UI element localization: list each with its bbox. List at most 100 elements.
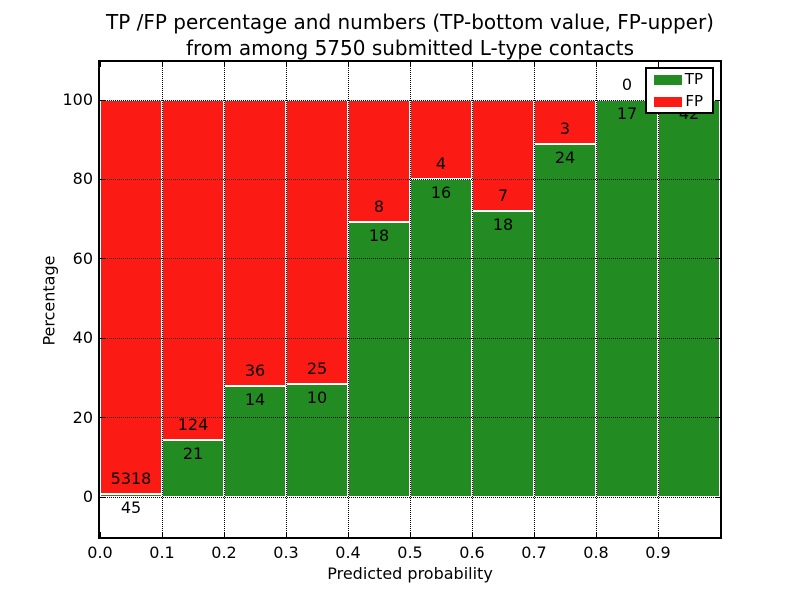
y-tick-label: 60 <box>72 248 93 268</box>
y-tick-label: 20 <box>72 407 93 427</box>
y-tick-mark <box>100 417 105 419</box>
bar-segment-tp <box>348 222 410 497</box>
x-tick-mark <box>99 532 101 537</box>
x-tick-mark <box>409 532 411 537</box>
x-tick-mark <box>471 532 473 537</box>
bar-segment-fp <box>534 100 596 145</box>
legend-row-fp: FP <box>654 94 705 109</box>
v-gridline <box>347 62 349 537</box>
bar-segment-fp <box>472 100 534 212</box>
x-tick-label: 0.0 <box>87 543 113 562</box>
x-tick-label: 0.3 <box>273 543 299 562</box>
legend-swatch-tp-icon <box>654 74 682 85</box>
x-tick-label: 0.9 <box>645 543 671 562</box>
x-tick-mark <box>657 532 659 537</box>
tp-count-label: 14 <box>244 389 266 409</box>
y-tick-mark <box>100 337 105 339</box>
x-tick-mark <box>223 62 225 67</box>
y-tick-mark <box>100 99 105 101</box>
plot-area: TP FP 5318 45 124 21 36 14 25 10 8 18 4 16 7 18 3 24 0 17… <box>98 60 722 539</box>
x-tick-mark <box>533 62 535 67</box>
x-tick-mark <box>285 62 287 67</box>
legend-swatch-fp-icon <box>654 96 682 107</box>
x-tick-mark <box>595 62 597 67</box>
bar-segment-tp <box>472 211 534 497</box>
tp-count-label: 17 <box>616 104 638 123</box>
y-tick-mark <box>715 258 720 260</box>
fp-count-label: 124 <box>177 414 209 434</box>
bar-segment-fp <box>162 100 224 440</box>
y-tick-label: 100 <box>62 90 93 109</box>
v-gridline <box>533 62 535 537</box>
bar-segment-fp <box>286 100 348 384</box>
y-tick-mark <box>100 258 105 260</box>
x-tick-label: 0.8 <box>583 543 609 562</box>
fp-count-label: 7 <box>497 186 509 206</box>
x-tick-mark <box>223 532 225 537</box>
fp-count-label: 25 <box>306 358 328 378</box>
y-tick-mark <box>715 496 720 498</box>
bar-segment-tp <box>596 100 658 497</box>
v-gridline <box>409 62 411 537</box>
y-tick-mark <box>715 337 720 339</box>
tp-count-label: 18 <box>492 215 514 235</box>
v-gridline <box>161 62 163 537</box>
fp-count-label: 0 <box>621 75 633 94</box>
x-tick-mark <box>161 532 163 537</box>
x-tick-label: 0.7 <box>521 543 547 562</box>
x-tick-mark <box>409 62 411 67</box>
fp-count-label: 3 <box>559 119 571 139</box>
y-tick-mark <box>100 178 105 180</box>
y-tick-mark <box>100 496 105 498</box>
fp-count-label: 4 <box>435 154 447 174</box>
chart-title-line2: from among 5750 submitted L-type contact… <box>185 36 635 60</box>
x-tick-mark <box>471 62 473 67</box>
tp-count-label: 21 <box>182 443 204 463</box>
x-tick-label: 0.4 <box>335 543 361 562</box>
x-tick-label: 0.6 <box>459 543 485 562</box>
y-tick-mark <box>715 178 720 180</box>
bar-segment-tp <box>658 100 720 497</box>
x-tick-label: 0.2 <box>211 543 237 562</box>
x-tick-mark <box>347 532 349 537</box>
tp-count-label: 45 <box>120 497 142 517</box>
bar-segment-fp <box>100 100 162 494</box>
x-tick-label: 0.5 <box>397 543 423 562</box>
x-tick-mark <box>285 532 287 537</box>
bar-segment-fp <box>410 100 472 180</box>
x-axis-label: Predicted probability <box>327 564 493 583</box>
bar-segment-tp <box>534 144 596 497</box>
y-tick-mark <box>715 417 720 419</box>
bar-segment-tp <box>224 385 286 497</box>
v-gridline <box>657 62 659 537</box>
y-tick-label: 40 <box>72 328 93 348</box>
legend: TP FP <box>645 67 714 114</box>
bar-segment-fp <box>224 100 286 386</box>
tp-count-label: 24 <box>554 148 576 168</box>
v-gridline <box>471 62 473 537</box>
x-tick-mark <box>161 62 163 67</box>
fp-count-label: 8 <box>373 197 385 217</box>
tp-count-label: 16 <box>430 183 452 203</box>
v-gridline <box>223 62 225 537</box>
y-tick-mark <box>715 99 720 101</box>
x-tick-mark <box>99 62 101 67</box>
chart-title-line1: TP /FP percentage and numbers (TP-bottom… <box>106 10 714 34</box>
tp-count-label: 18 <box>368 226 390 246</box>
v-gridline <box>595 62 597 537</box>
legend-label-tp: TP <box>684 70 703 88</box>
x-tick-mark <box>595 532 597 537</box>
v-gridline <box>285 62 287 537</box>
x-tick-mark <box>533 532 535 537</box>
fp-count-label: 5318 <box>110 468 152 488</box>
y-tick-label: 80 <box>72 169 93 189</box>
legend-label-fp: FP <box>685 92 703 110</box>
legend-row-tp: TP <box>654 72 705 87</box>
chart-title: TP /FP percentage and numbers (TP-bottom… <box>90 9 730 61</box>
x-tick-label: 0.1 <box>149 543 175 562</box>
x-tick-mark <box>347 62 349 67</box>
y-tick-label: 0 <box>82 487 93 506</box>
x-tick-mark <box>657 62 659 67</box>
tp-count-label: 10 <box>306 387 328 407</box>
